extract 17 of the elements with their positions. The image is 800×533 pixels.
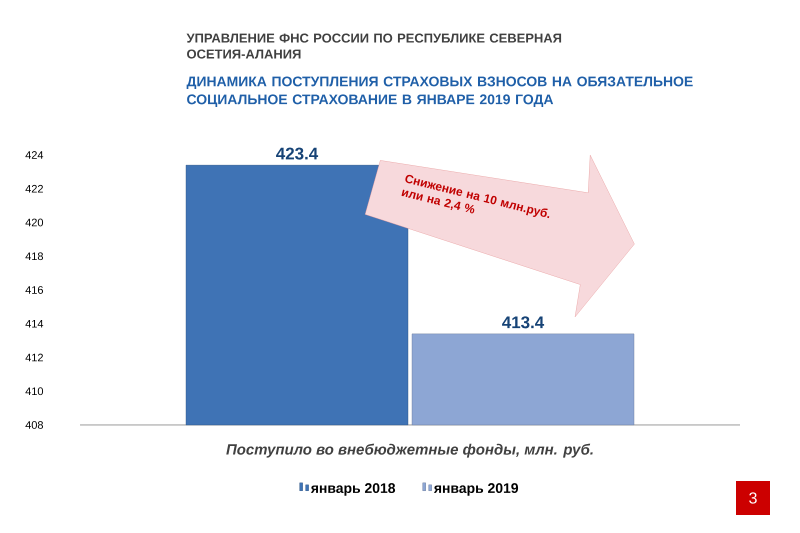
y-tick-label: 410	[25, 387, 44, 396]
legend-label: январь 2019	[434, 483, 518, 496]
y-tick-label: 408	[25, 421, 43, 429]
x-axis-title: Поступило во внебюджетные фонды, млн. руб.	[226, 444, 593, 458]
legend-label: январь 2018	[310, 483, 396, 496]
y-tick-label: 422	[25, 184, 43, 193]
y-tick-label: 416	[25, 286, 43, 294]
chart-title: ДИНАМИКА ПОСТУПЛЕНИЯ СТРАХОВЫХ ВЗНОСОВ НА ОБЯЗАТЕЛЬНОЕ СОЦИАЛЬНОЕ СТРАХОВАНИЕ В ЯНВАРЕ 2019 ГОДА	[186, 76, 693, 107]
y-tick-label: 414	[25, 320, 44, 328]
y-tick-label: 424	[25, 151, 44, 159]
data-label: 423.4	[276, 148, 318, 160]
data-label: 413.4	[502, 316, 544, 328]
y-tick-label: 412	[25, 354, 43, 362]
text: 3	[749, 492, 757, 504]
chart-subtitle: УПРАВЛЕНИЕ ФНС РОССИИ ПО РЕСПУБЛИКЕ СЕВЕРНАЯ ОСЕТИЯ-АЛАНИЯ	[186, 34, 562, 59]
y-tick-label: 418	[25, 252, 43, 260]
y-tick-label: 420	[25, 218, 44, 226]
